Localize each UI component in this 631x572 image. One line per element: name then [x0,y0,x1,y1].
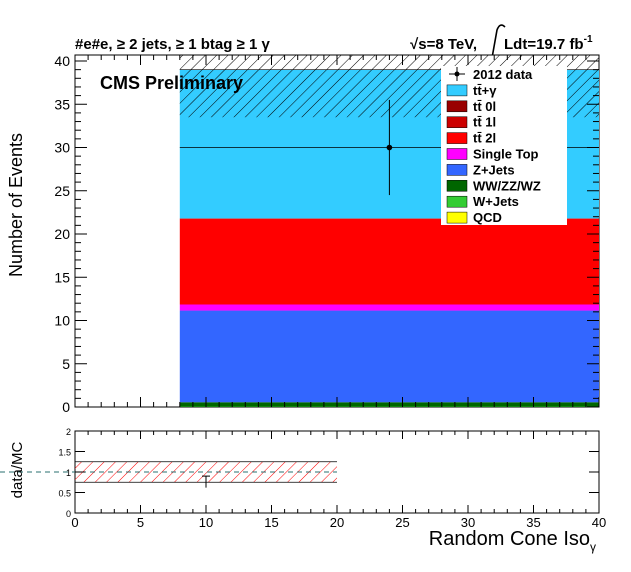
ratio-y-tick-label: 0 [66,509,71,519]
ratio-y-tick-label: 1.5 [58,448,71,458]
cms-label: CMS Preliminary [100,73,243,93]
stack-bar-single-top [179,304,600,311]
legend-label: tt̄+γ [473,83,497,98]
legend-label: Single Top [473,147,539,162]
legend-label: W+Jets [473,194,519,209]
x-tick-label: 40 [592,515,606,530]
legend-swatch [446,116,468,128]
ratio-y-axis-label: data/MC [9,441,26,498]
legend-swatch [446,148,468,160]
y-tick-label: 0 [62,399,70,415]
legend-swatch [446,211,468,224]
x-tick-label: 15 [264,515,278,530]
lumi-label: Ldt=19.7 fb-1 [504,34,593,53]
main-y-axis-label: Number of Events [6,133,26,277]
y-tick-label: 10 [54,313,70,329]
x-tick-label: 20 [330,515,344,530]
ratio-uncertainty-band [75,461,337,483]
main-plot: 0 5 10 15 20 25 30 35 40 CMS Preliminary 2012 da… [54,53,600,415]
y-tick-label: 15 [54,269,70,285]
legend-label: tt̄ 1l [473,115,496,130]
stack-bar-tt-2l [179,218,600,305]
x-tick-label: 5 [137,515,144,530]
legend-swatch [446,180,468,192]
data-point [386,144,393,151]
x-tick-label: 30 [461,515,475,530]
y-tick-label: 30 [54,140,70,156]
y-tick-label: 25 [54,183,70,199]
ratio-y-tick-label: 0.5 [58,489,71,499]
legend-swatch [446,100,468,113]
y-tick-label: 5 [62,356,70,372]
x-tick-label: 25 [395,515,409,530]
legend-label: 2012 data [473,67,533,82]
legend-label: QCD [473,210,502,225]
legend-data-marker [454,71,460,77]
legend-label: tt̄ 2l [473,131,496,146]
legend-swatch [446,132,468,144]
x-tick-label: 10 [199,515,213,530]
y-tick-label: 20 [54,226,70,242]
ratio-y-tick-label: 2 [66,427,71,437]
energy-label: √s=8 TeV, [410,36,477,53]
legend-swatch [446,164,468,176]
ratio-plot: 00.511.520 5 10 15 20 25 30 35 40 [0,427,606,530]
selection-label: #e#e, ≥ 2 jets, ≥ 1 btag ≥ 1 γ [75,36,270,53]
legend-swatch [446,84,468,97]
y-tick-label: 35 [54,96,70,112]
legend-label: WW/ZZ/WZ [473,178,541,193]
ratio-y-tick-label: 1 [66,468,71,478]
x-tick-label: 0 [71,515,78,530]
stack-bar-z-jets [179,310,600,403]
x-tick-label: 35 [526,515,540,530]
legend-label: tt̄ 0l [473,99,496,114]
legend-label: Z+Jets [473,162,515,177]
y-tick-label: 40 [54,53,70,69]
legend-swatch [446,195,468,208]
x-axis-label: Random Cone Isoγ [429,528,596,554]
